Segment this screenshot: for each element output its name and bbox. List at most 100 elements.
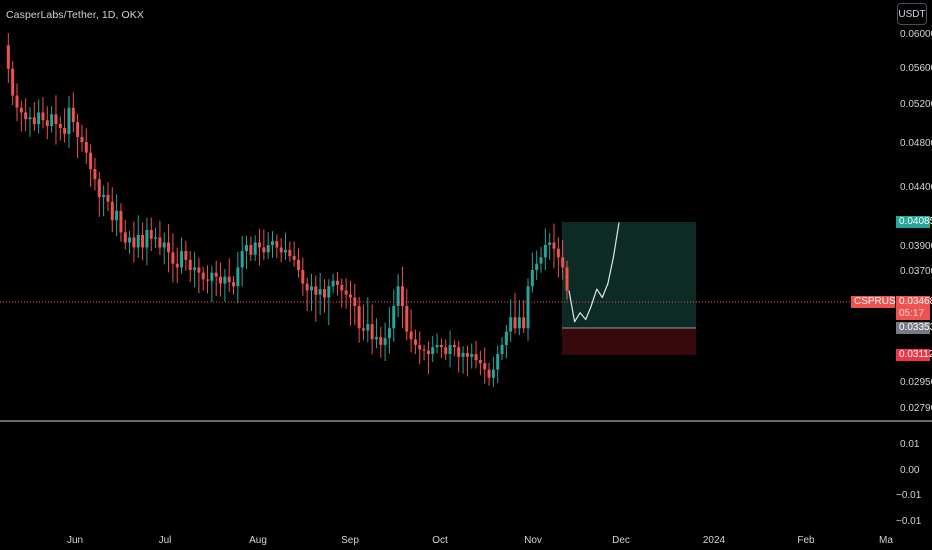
- candle: [396, 273, 400, 318]
- candle: [331, 273, 335, 294]
- candle: [344, 278, 348, 309]
- entry-price-tag: 0.03353: [896, 322, 932, 334]
- candle: [266, 231, 270, 259]
- candle: [500, 337, 504, 361]
- candle: [405, 289, 409, 341]
- time-axis-label: Jul: [159, 535, 172, 546]
- loss-zone[interactable]: [562, 328, 696, 355]
- candle: [236, 251, 240, 304]
- candle: [258, 228, 262, 266]
- candle: [184, 240, 188, 271]
- candle: [448, 330, 452, 368]
- candle: [253, 235, 257, 261]
- time-axis-label: 2024: [703, 535, 726, 546]
- time-axis-label: Oct: [432, 535, 448, 546]
- candle: [171, 233, 175, 283]
- candle: [84, 128, 88, 164]
- candle: [227, 258, 231, 293]
- time-axis-label: Dec: [612, 535, 630, 546]
- candle: [379, 326, 383, 358]
- candle: [180, 237, 184, 274]
- candle: [41, 97, 45, 129]
- candle: [262, 229, 266, 261]
- candle: [102, 185, 106, 217]
- candle: [327, 279, 331, 326]
- candle: [296, 248, 300, 278]
- overlays-layer: [0, 222, 897, 323]
- candle: [374, 318, 378, 349]
- candle: [71, 92, 75, 133]
- candle: [24, 98, 28, 132]
- candle: [522, 300, 526, 334]
- candle: [366, 297, 370, 343]
- candle: [279, 238, 283, 263]
- candle: [318, 272, 322, 315]
- candle: [561, 240, 565, 280]
- candle: [188, 251, 192, 282]
- candle: [556, 237, 560, 278]
- candle: [123, 219, 127, 250]
- candle: [11, 61, 15, 106]
- candle: [530, 252, 534, 293]
- candle: [197, 258, 201, 294]
- candle: [465, 345, 469, 377]
- candle: [219, 262, 223, 297]
- currency-button[interactable]: USDT: [897, 3, 927, 25]
- candle: [435, 333, 439, 354]
- candle: [309, 273, 313, 311]
- candle: [67, 95, 71, 149]
- candle: [509, 299, 513, 343]
- candle: [322, 279, 326, 313]
- candle: [452, 340, 456, 357]
- time-axis-label: Feb: [797, 535, 815, 546]
- candle: [45, 106, 49, 140]
- candle: [301, 257, 305, 296]
- candle: [392, 289, 396, 342]
- candle: [400, 266, 404, 329]
- profit-zone[interactable]: [562, 222, 696, 328]
- candle: [444, 339, 448, 360]
- time-axis-label: Jun: [67, 535, 83, 546]
- candle: [154, 227, 158, 249]
- candle: [335, 272, 339, 296]
- candle: [141, 222, 145, 261]
- candle: [504, 325, 508, 359]
- candle: [470, 343, 474, 369]
- candle: [457, 340, 461, 373]
- candle: [284, 232, 287, 261]
- candle: [249, 236, 253, 262]
- candle: [132, 221, 136, 263]
- target-price-tag: 0.04085: [896, 216, 932, 228]
- candle: [439, 338, 443, 359]
- candle: [418, 331, 422, 365]
- candle: [275, 234, 279, 259]
- candle: [543, 228, 547, 271]
- symbol-price-tag: CSPRUSDT: [851, 296, 909, 308]
- candle: [63, 108, 67, 143]
- oscillator-tick-label: 0.00: [900, 465, 920, 476]
- stop-price-tag: 0.03112: [896, 349, 932, 361]
- time-axis-label: Nov: [524, 535, 542, 546]
- candle: [348, 280, 352, 326]
- candle: [149, 217, 153, 252]
- countdown-tag: 05:17: [896, 308, 930, 320]
- time-axis-label: Sep: [341, 535, 359, 546]
- candle: [491, 356, 495, 388]
- candle: [106, 182, 110, 212]
- candle: [232, 275, 236, 295]
- candles-layer: [6, 33, 569, 388]
- candle: [110, 187, 114, 233]
- candle: [240, 235, 244, 287]
- candle: [387, 307, 391, 354]
- candle: [37, 99, 41, 134]
- candle: [526, 278, 530, 341]
